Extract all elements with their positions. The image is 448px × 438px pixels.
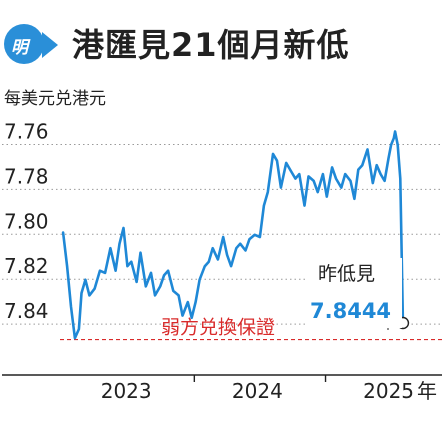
y-tick-label-1: 7.78 <box>4 164 49 188</box>
logo-chevron-icon <box>42 32 58 58</box>
reference-line-label: 弱方兑換保證 <box>161 317 275 339</box>
x-axis-unit: 年 <box>417 379 437 403</box>
callout-value: 7.8444 <box>310 299 391 323</box>
y-tick-label-3: 7.82 <box>4 254 49 278</box>
x-tick-label-2: 2025 <box>363 379 414 403</box>
x-tick-label-1: 2024 <box>232 379 283 403</box>
ming-pao-logo-icon <box>4 24 44 64</box>
y-tick-label-0: 7.76 <box>4 119 49 143</box>
callout-label: 昨低見 <box>318 263 375 285</box>
chart-title: 港匯見21個月新低 <box>72 26 350 64</box>
logo-text: 明 <box>11 38 28 58</box>
series-line <box>61 130 405 340</box>
callout-box <box>306 258 402 328</box>
y-axis-label: 每美元兑港元 <box>4 89 106 109</box>
header: 明 港匯見21個月新低 <box>4 2 444 66</box>
x-tick-label-0: 2023 <box>101 379 152 403</box>
y-tick-label-2: 7.80 <box>4 209 49 233</box>
y-tick-label-4: 7.84 <box>4 299 49 323</box>
